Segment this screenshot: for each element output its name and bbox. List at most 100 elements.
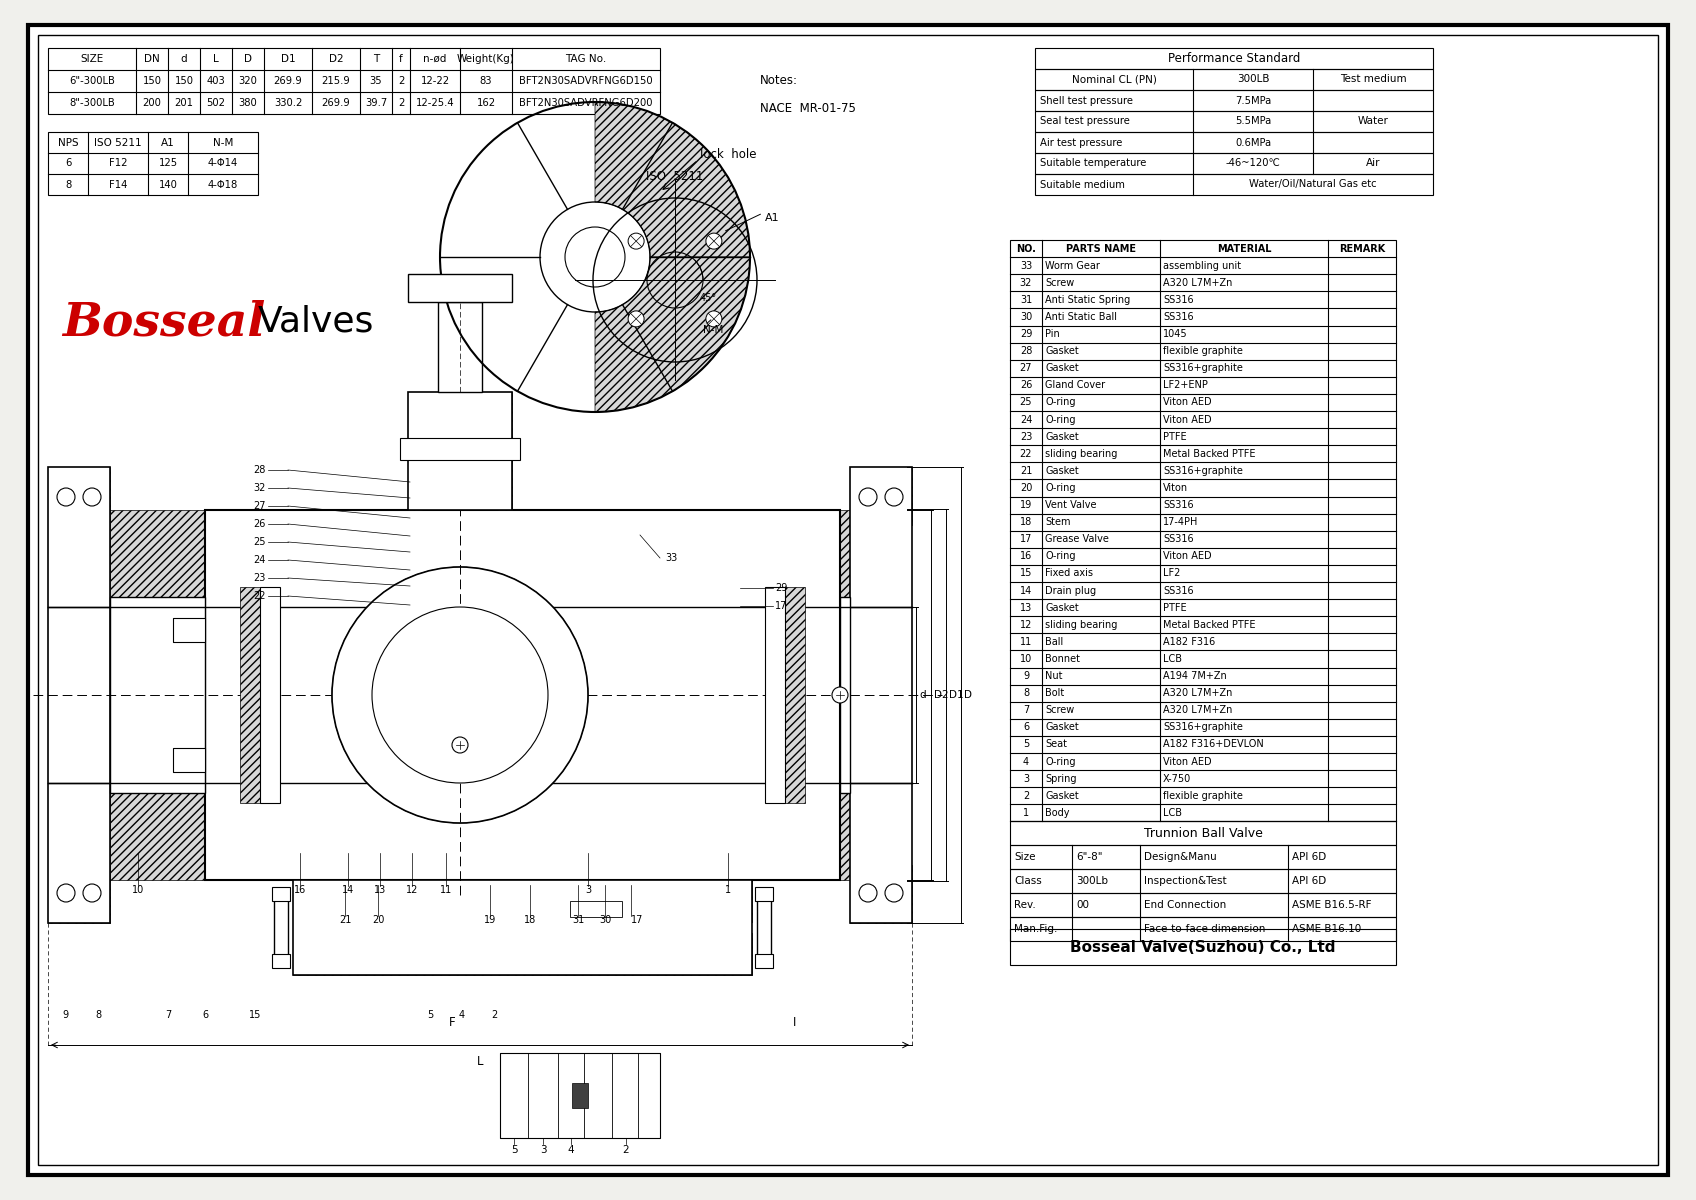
Text: 150: 150: [175, 76, 193, 86]
Text: API 6D: API 6D: [1292, 876, 1326, 887]
Bar: [572, 1082, 589, 1108]
Text: BFT2N30SADVRFNG6D200: BFT2N30SADVRFNG6D200: [519, 98, 653, 108]
Circle shape: [885, 488, 902, 506]
Text: Bonnet: Bonnet: [1045, 654, 1080, 664]
Text: Face-to-face dimension: Face-to-face dimension: [1145, 924, 1265, 935]
Text: d: d: [919, 690, 926, 700]
Bar: [173, 748, 205, 772]
Text: Seat: Seat: [1045, 739, 1067, 750]
Text: D: D: [963, 690, 972, 700]
Bar: [558, 1054, 583, 1138]
Text: 10: 10: [1019, 654, 1033, 664]
Text: 7: 7: [1023, 706, 1029, 715]
Text: Weight(Kg): Weight(Kg): [458, 54, 516, 64]
Text: LF2: LF2: [1163, 569, 1180, 578]
Text: A1: A1: [161, 138, 175, 148]
Text: 39.7: 39.7: [365, 98, 387, 108]
Text: Class: Class: [1014, 876, 1041, 887]
Bar: [1011, 869, 1396, 893]
Text: Design&Manu: Design&Manu: [1145, 852, 1216, 863]
Text: D2: D2: [329, 54, 343, 64]
Text: Spring: Spring: [1045, 774, 1077, 784]
Text: Gasket: Gasket: [1045, 602, 1079, 613]
Text: flexible graphite: flexible graphite: [1163, 791, 1243, 800]
Text: 24: 24: [254, 554, 266, 565]
Bar: [1011, 930, 1396, 966]
Text: 17-4PH: 17-4PH: [1163, 517, 1199, 527]
Text: SIZE: SIZE: [80, 54, 103, 64]
Bar: [527, 1054, 558, 1138]
Text: 201: 201: [175, 98, 193, 108]
Text: 7: 7: [165, 1010, 171, 1020]
Text: d: d: [181, 54, 187, 64]
Bar: [409, 392, 422, 510]
Text: Trunnion Ball Valve: Trunnion Ball Valve: [1143, 827, 1262, 840]
Text: 28: 28: [1019, 346, 1033, 356]
Text: 2: 2: [1023, 791, 1029, 800]
Text: 320: 320: [239, 76, 258, 86]
Text: 403: 403: [207, 76, 226, 86]
Text: Viton AED: Viton AED: [1163, 551, 1211, 562]
Text: 2: 2: [399, 76, 404, 86]
Bar: [400, 438, 521, 460]
Text: 45°: 45°: [700, 293, 717, 302]
Text: Air: Air: [1365, 158, 1381, 168]
Text: D2: D2: [934, 690, 948, 700]
Text: A1: A1: [765, 214, 780, 223]
Text: ASME B16.10: ASME B16.10: [1292, 924, 1362, 935]
Text: Grease Valve: Grease Valve: [1045, 534, 1109, 545]
Circle shape: [706, 233, 722, 250]
Text: 6: 6: [1023, 722, 1029, 732]
Text: 19: 19: [483, 914, 497, 925]
Text: 5: 5: [427, 1010, 432, 1020]
Text: 25: 25: [1019, 397, 1033, 408]
Circle shape: [885, 884, 902, 902]
Circle shape: [83, 488, 102, 506]
Text: Bolt: Bolt: [1045, 688, 1065, 698]
Text: 150: 150: [142, 76, 161, 86]
Circle shape: [833, 686, 848, 703]
Text: Gasket: Gasket: [1045, 346, 1079, 356]
Wedge shape: [595, 102, 750, 257]
Text: sliding bearing: sliding bearing: [1045, 619, 1118, 630]
Text: 83: 83: [480, 76, 492, 86]
Text: O-ring: O-ring: [1045, 397, 1075, 408]
Text: 6: 6: [202, 1010, 209, 1020]
Text: O-ring: O-ring: [1045, 756, 1075, 767]
Text: 3: 3: [539, 1145, 546, 1154]
Text: X-750: X-750: [1163, 774, 1191, 784]
Text: 6"-8": 6"-8": [1075, 852, 1102, 863]
Text: 14: 14: [343, 886, 354, 895]
Text: 5.5MPa: 5.5MPa: [1235, 116, 1270, 126]
Text: SS316+graphite: SS316+graphite: [1163, 466, 1243, 476]
Text: 25: 25: [253, 538, 266, 547]
Text: SS316: SS316: [1163, 534, 1194, 545]
Text: D1: D1: [950, 690, 963, 700]
Circle shape: [371, 607, 548, 782]
Text: Man.Fig.: Man.Fig.: [1014, 924, 1057, 935]
Bar: [840, 596, 850, 793]
Text: 4: 4: [460, 1010, 465, 1020]
Bar: [1035, 90, 1433, 110]
Text: 7.5MPa: 7.5MPa: [1235, 96, 1270, 106]
Text: F12: F12: [109, 158, 127, 168]
Circle shape: [858, 488, 877, 506]
Text: SS316: SS316: [1163, 295, 1194, 305]
Text: Rev.: Rev.: [1014, 900, 1036, 911]
Text: Inspection&Test: Inspection&Test: [1145, 876, 1226, 887]
Text: 162: 162: [477, 98, 495, 108]
Text: A182 F316+DEVLON: A182 F316+DEVLON: [1163, 739, 1264, 750]
Text: End Connection: End Connection: [1145, 900, 1226, 911]
Text: 3: 3: [585, 886, 592, 895]
Text: Vent Valve: Vent Valve: [1045, 500, 1097, 510]
Text: NACE  MR-01-75: NACE MR-01-75: [760, 102, 856, 114]
Text: 3: 3: [1023, 774, 1029, 784]
Text: 12-22: 12-22: [421, 76, 449, 86]
Wedge shape: [460, 566, 589, 823]
Text: 23: 23: [254, 572, 266, 583]
Text: Suitable temperature: Suitable temperature: [1040, 158, 1146, 168]
Text: Gasket: Gasket: [1045, 364, 1079, 373]
Text: Drain plug: Drain plug: [1045, 586, 1096, 595]
Text: 32: 32: [1019, 277, 1033, 288]
Text: 4-Φ14: 4-Φ14: [209, 158, 237, 168]
